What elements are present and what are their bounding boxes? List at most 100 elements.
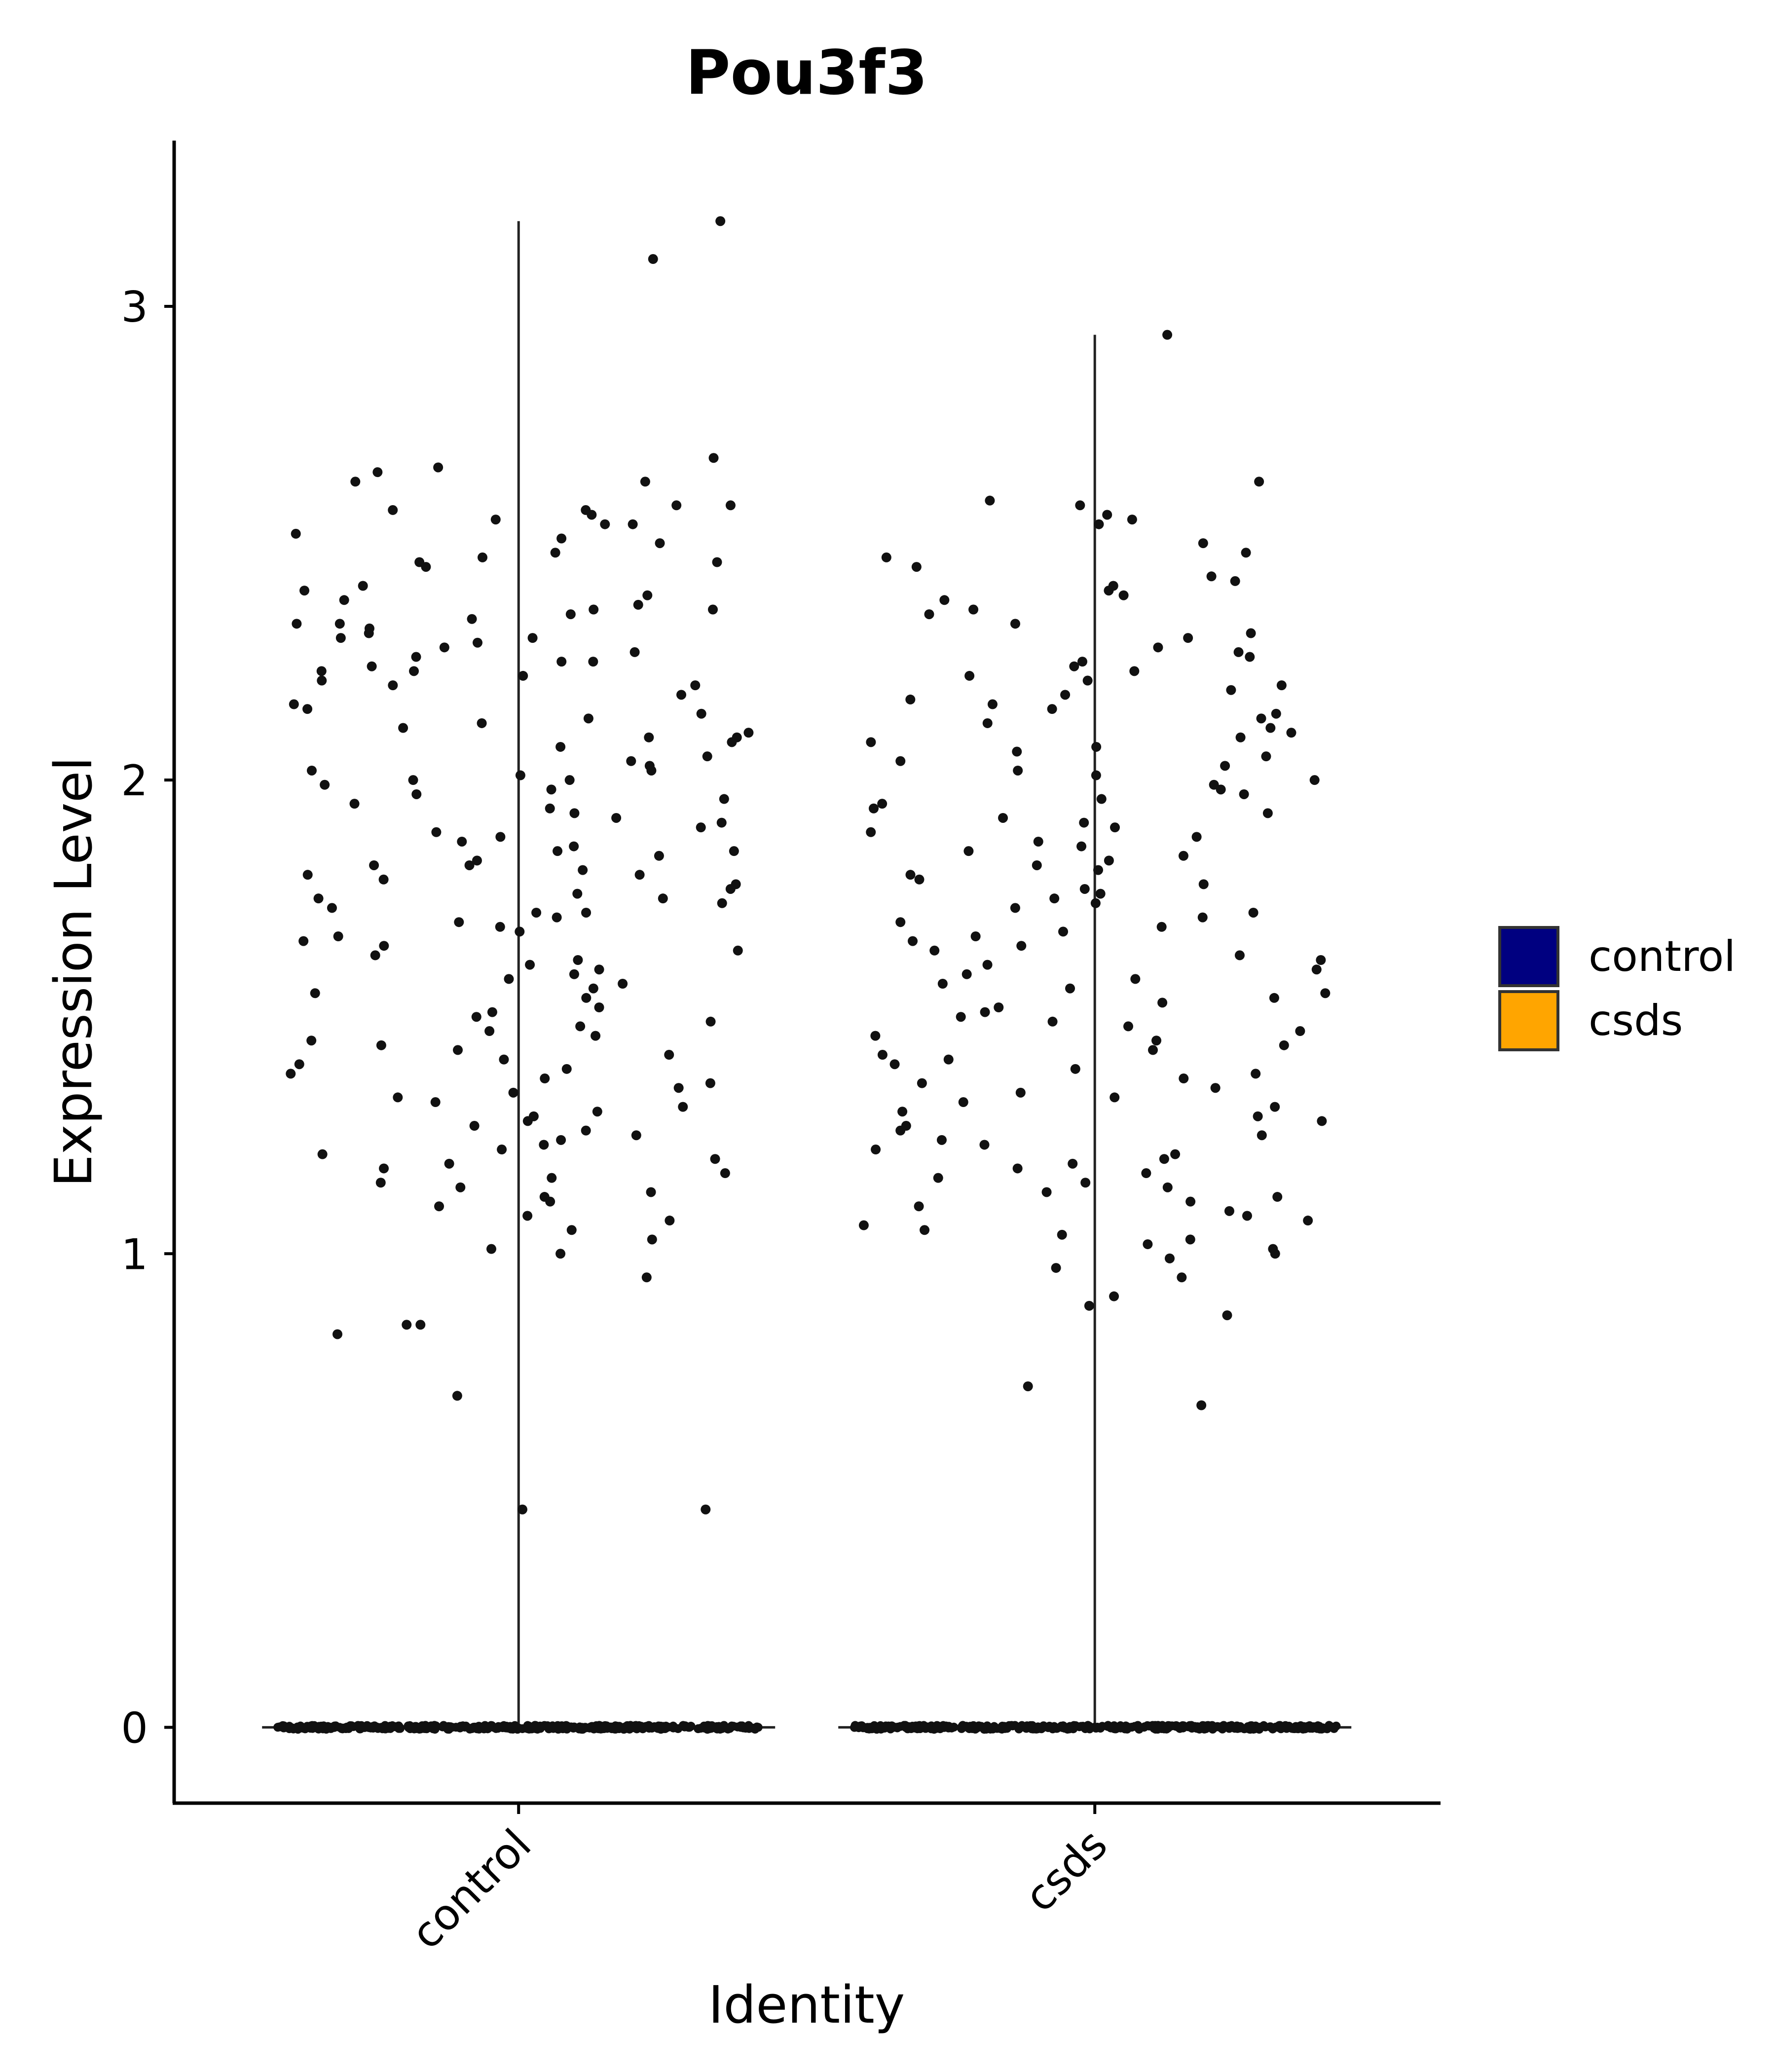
- point-control: [357, 1721, 366, 1730]
- point-csds: [1065, 1724, 1074, 1734]
- point-control: [641, 1722, 651, 1731]
- y-tick-label: 2: [121, 756, 148, 806]
- point-csds: [1151, 1036, 1162, 1046]
- point-csds: [924, 609, 934, 620]
- point-csds: [1224, 1206, 1234, 1216]
- point-control: [349, 799, 360, 809]
- point-control: [710, 1154, 720, 1164]
- point-control: [705, 1016, 716, 1027]
- point-csds: [1075, 500, 1085, 511]
- point-control: [702, 751, 712, 762]
- point-csds: [871, 1145, 881, 1155]
- point-csds: [1082, 675, 1093, 686]
- point-control: [546, 784, 556, 795]
- point-control: [313, 893, 324, 904]
- point-control: [504, 974, 514, 984]
- point-control: [712, 557, 722, 567]
- point-control: [467, 614, 477, 624]
- point-control: [641, 1272, 652, 1283]
- y-tick-label: 3: [121, 283, 148, 332]
- point-control: [522, 1211, 533, 1221]
- point-csds: [1060, 690, 1071, 700]
- point-csds: [1143, 1239, 1153, 1250]
- point-control: [676, 690, 687, 700]
- point-control: [425, 1722, 434, 1731]
- point-control: [452, 1045, 463, 1055]
- point-csds: [920, 1225, 930, 1235]
- point-control: [350, 477, 361, 487]
- point-csds: [1010, 903, 1020, 913]
- point-control: [515, 926, 525, 937]
- point-control: [634, 870, 645, 880]
- point-csds: [1246, 628, 1256, 638]
- point-control: [469, 1121, 480, 1131]
- point-csds: [1222, 1310, 1232, 1321]
- y-tick-label: 1: [121, 1230, 148, 1279]
- point-control: [600, 519, 610, 529]
- point-control: [644, 732, 654, 742]
- point-control: [477, 718, 487, 728]
- point-csds: [1230, 576, 1240, 586]
- point-control: [569, 969, 579, 979]
- point-control: [648, 254, 658, 264]
- point-control: [547, 1173, 557, 1183]
- point-control: [588, 983, 598, 994]
- point-csds: [1248, 907, 1258, 918]
- point-control: [583, 713, 593, 724]
- point-csds: [1159, 1154, 1169, 1164]
- point-control: [406, 1724, 415, 1734]
- point-control: [587, 510, 597, 520]
- point-csds: [1012, 1163, 1023, 1174]
- point-control: [611, 813, 622, 823]
- point-csds: [1276, 1724, 1286, 1734]
- point-control: [364, 628, 374, 638]
- point-csds: [972, 1723, 982, 1733]
- point-csds: [1123, 1021, 1134, 1032]
- point-csds: [979, 1140, 990, 1150]
- point-control: [696, 822, 706, 833]
- point-control: [556, 657, 567, 667]
- point-csds: [1090, 898, 1101, 908]
- point-csds: [1295, 1026, 1305, 1036]
- point-csds: [1049, 893, 1060, 904]
- point-control: [409, 666, 419, 676]
- point-csds: [933, 1173, 943, 1183]
- point-csds: [1196, 1400, 1207, 1410]
- point-control: [716, 817, 727, 828]
- point-control: [626, 1721, 635, 1730]
- point-control: [555, 741, 566, 752]
- point-control: [316, 666, 327, 676]
- point-csds: [964, 670, 975, 681]
- point-control: [646, 765, 657, 776]
- point-csds: [895, 917, 906, 927]
- point-csds: [1051, 1263, 1061, 1273]
- point-csds: [877, 799, 888, 809]
- point-control: [306, 1036, 317, 1046]
- point-csds: [1245, 652, 1255, 662]
- point-control: [439, 642, 449, 653]
- point-control: [655, 538, 665, 549]
- point-control: [472, 637, 482, 648]
- point-control: [589, 604, 599, 615]
- point-csds: [1032, 860, 1042, 870]
- point-csds: [1290, 1724, 1299, 1733]
- point-csds: [962, 969, 972, 979]
- point-csds: [858, 1220, 869, 1230]
- point-control: [527, 633, 538, 643]
- point-csds: [914, 874, 925, 885]
- point-control: [657, 1722, 666, 1732]
- point-csds: [1170, 1149, 1181, 1159]
- point-csds: [1103, 1722, 1112, 1731]
- point-control: [431, 1721, 441, 1731]
- point-control: [547, 1724, 556, 1733]
- point-csds: [866, 737, 876, 747]
- point-csds: [921, 1724, 930, 1733]
- point-csds: [1235, 732, 1246, 742]
- point-csds: [1317, 1116, 1327, 1126]
- x-axis-title: Identity: [708, 1975, 905, 2035]
- point-control: [642, 590, 653, 600]
- point-csds: [995, 1724, 1004, 1733]
- point-csds: [1032, 1724, 1041, 1734]
- point-csds: [1047, 704, 1057, 714]
- point-csds: [1253, 1111, 1263, 1121]
